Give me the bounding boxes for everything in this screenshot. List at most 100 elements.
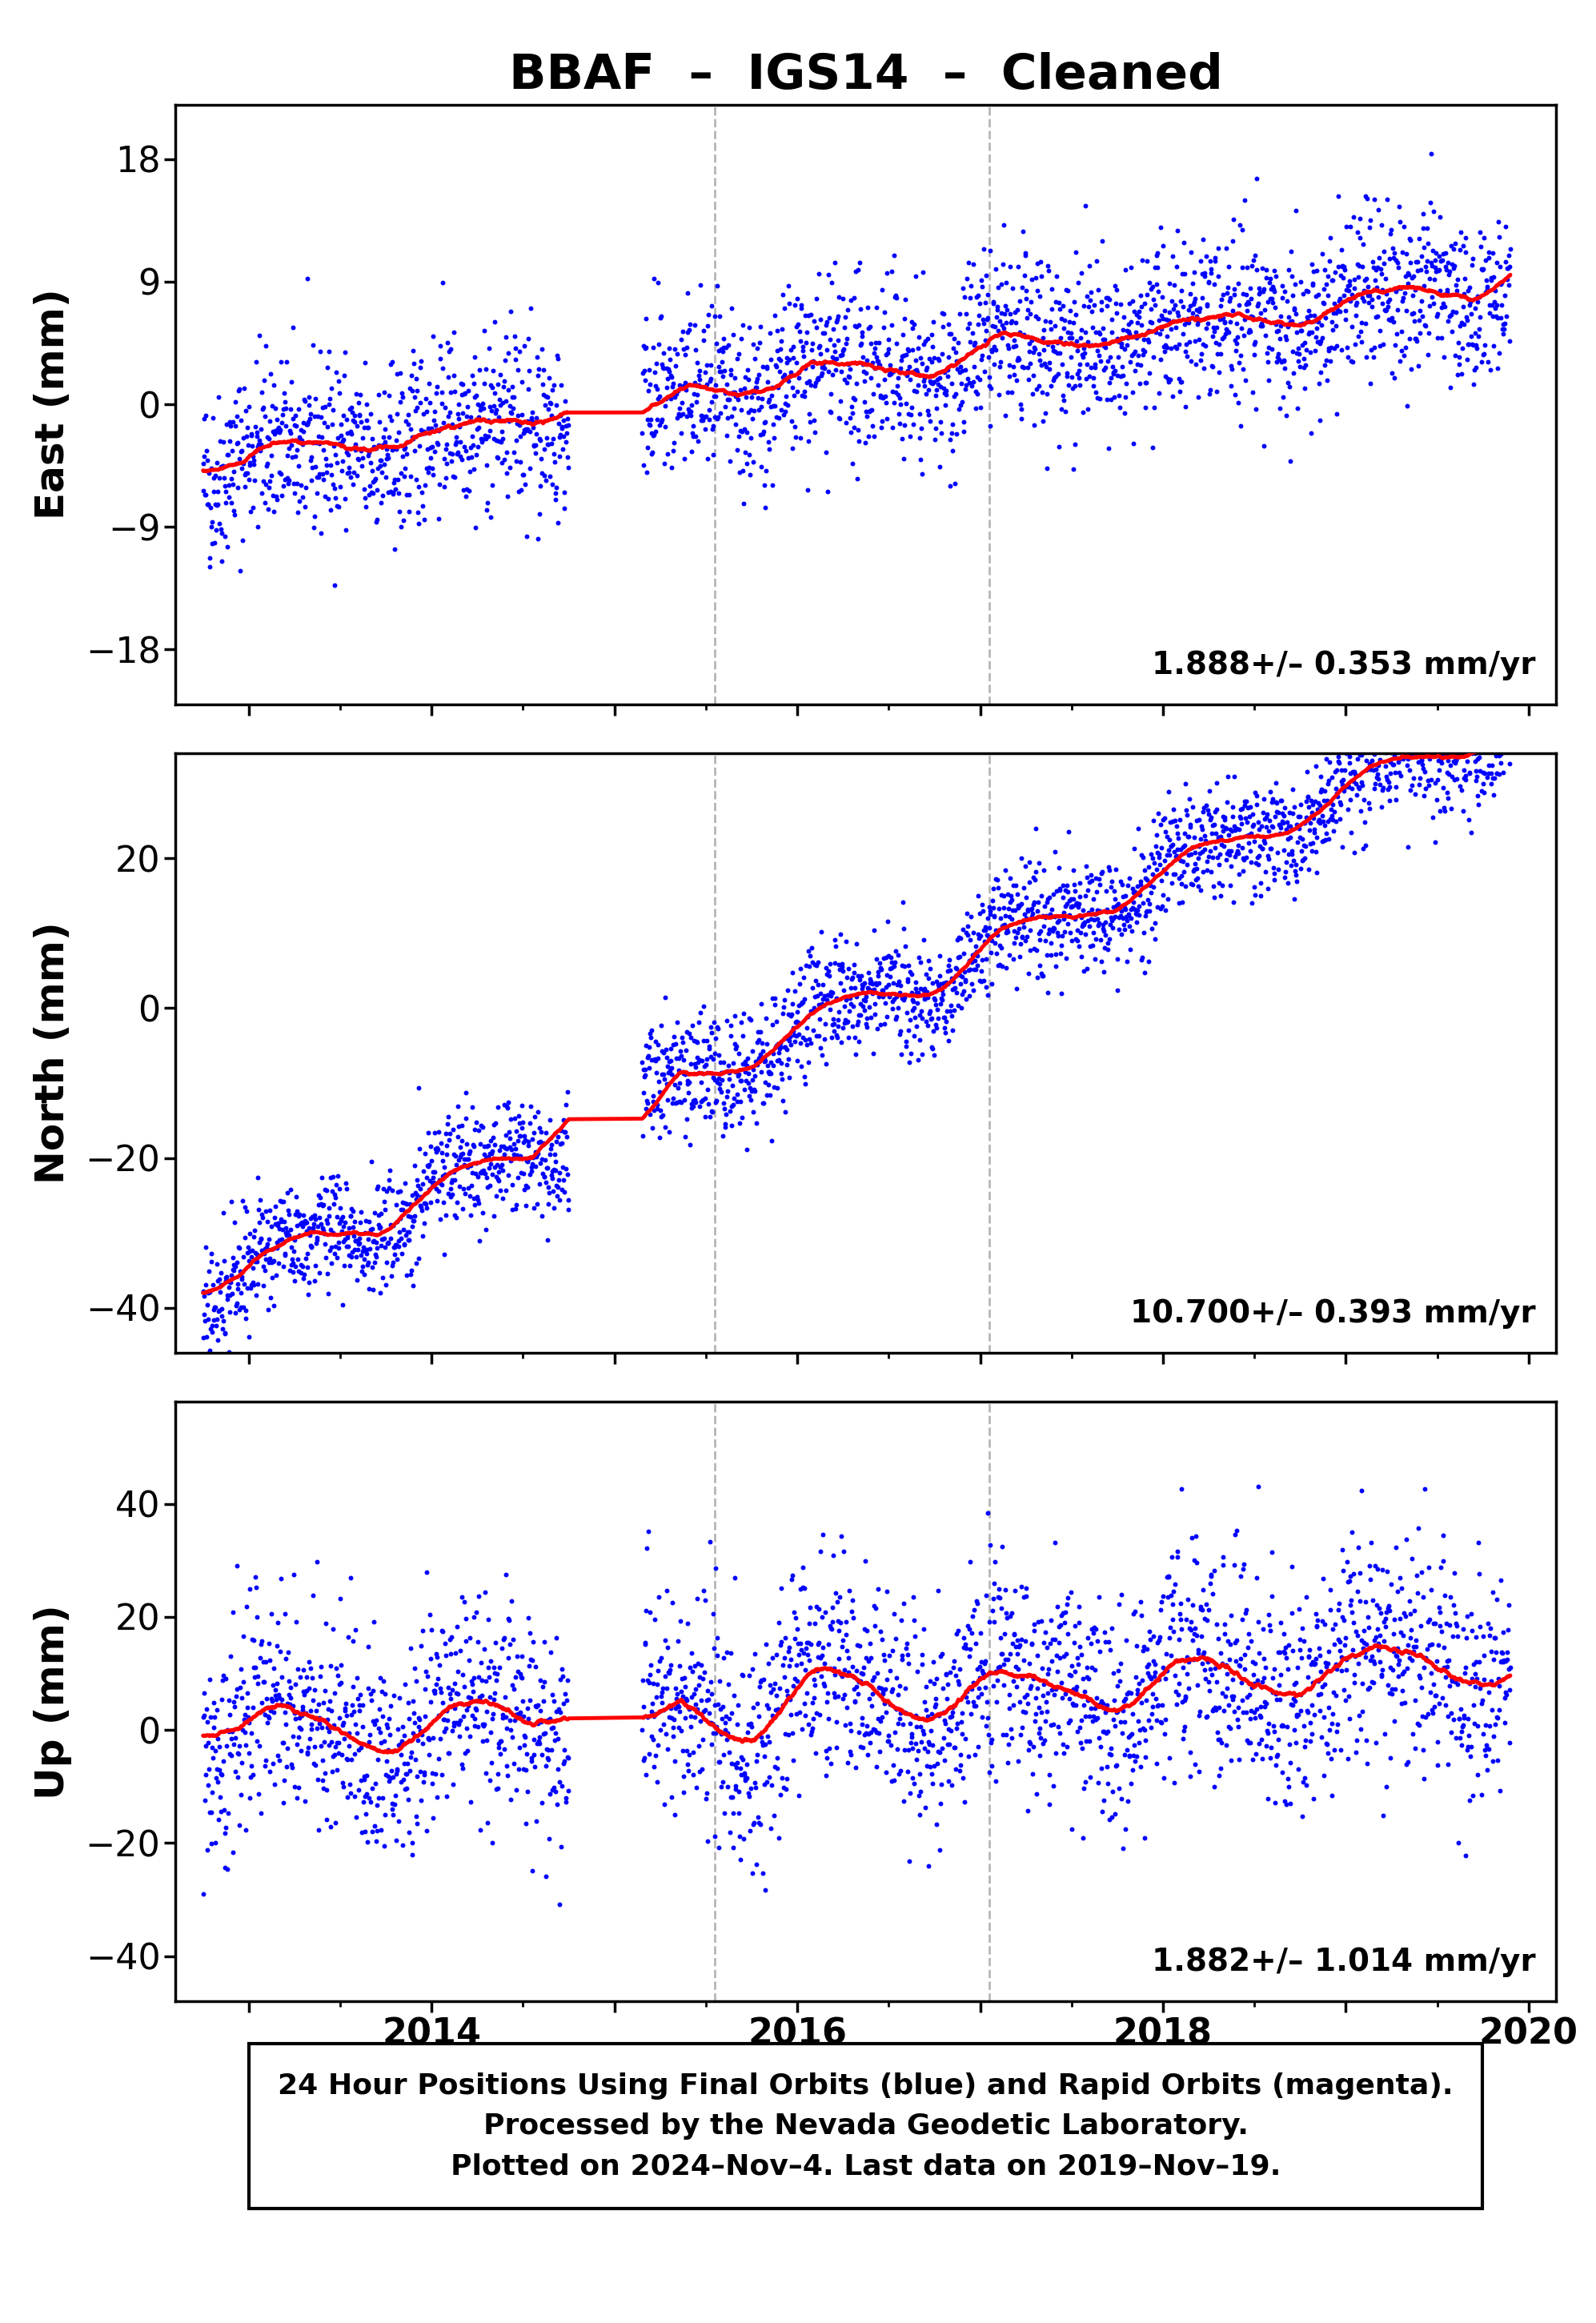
Point <box>776 1041 801 1078</box>
Point <box>358 1231 383 1268</box>
Point <box>1049 300 1074 337</box>
Point <box>1377 743 1403 781</box>
Point <box>1396 732 1422 769</box>
Point <box>755 423 780 460</box>
Point <box>217 423 243 460</box>
Point <box>1473 1707 1499 1745</box>
Point <box>1414 715 1440 753</box>
Point <box>231 1714 257 1752</box>
Point <box>1189 1645 1215 1682</box>
Point <box>1002 1614 1028 1652</box>
Point <box>1205 1619 1231 1656</box>
Point <box>1191 351 1216 388</box>
Point <box>910 455 935 492</box>
Point <box>1031 346 1057 383</box>
Point <box>1077 857 1103 894</box>
Point <box>996 374 1021 411</box>
Point <box>841 1670 867 1707</box>
Point <box>825 1001 851 1038</box>
Point <box>306 455 332 492</box>
Point <box>1384 274 1409 311</box>
Point <box>736 1064 761 1101</box>
Point <box>1387 1559 1412 1596</box>
Point <box>514 402 539 439</box>
Point <box>1232 783 1258 820</box>
Point <box>450 1749 476 1786</box>
Point <box>1430 769 1456 806</box>
Point <box>1082 920 1108 957</box>
Point <box>1369 272 1395 309</box>
Point <box>1270 832 1296 869</box>
Point <box>726 453 752 490</box>
Point <box>386 1726 412 1763</box>
Point <box>436 1735 461 1772</box>
Point <box>365 376 391 413</box>
Point <box>718 1008 744 1045</box>
Point <box>1404 1556 1430 1594</box>
Point <box>1254 794 1280 832</box>
Point <box>361 1271 386 1308</box>
Point <box>662 1670 688 1707</box>
Point <box>1187 1591 1213 1628</box>
Point <box>243 1659 268 1696</box>
Point <box>1226 1689 1251 1726</box>
Point <box>948 348 974 386</box>
Point <box>493 1698 519 1735</box>
Point <box>440 1707 466 1745</box>
Point <box>761 388 787 425</box>
Point <box>855 1642 881 1680</box>
Point <box>321 1185 346 1222</box>
Point <box>1013 1693 1039 1731</box>
Point <box>1050 866 1076 904</box>
Point <box>851 964 876 1001</box>
Point <box>905 1733 930 1770</box>
Point <box>270 1682 295 1719</box>
Point <box>1301 813 1326 850</box>
Point <box>991 906 1017 943</box>
Point <box>782 1017 808 1055</box>
Point <box>715 400 741 437</box>
Point <box>930 1693 956 1731</box>
Point <box>306 1700 332 1738</box>
Point <box>549 1828 575 1865</box>
Point <box>1457 755 1483 792</box>
Point <box>1472 1731 1497 1768</box>
Point <box>547 416 573 453</box>
Point <box>670 395 696 432</box>
Point <box>474 1693 500 1731</box>
Point <box>796 1043 822 1080</box>
Point <box>883 1001 908 1038</box>
Point <box>219 1712 244 1749</box>
Point <box>1408 237 1433 274</box>
Point <box>887 1015 913 1052</box>
Point <box>855 418 881 455</box>
Point <box>921 362 946 400</box>
Point <box>365 1168 391 1206</box>
Point <box>720 1066 745 1103</box>
Point <box>1023 297 1049 335</box>
Point <box>195 1336 220 1373</box>
Point <box>889 945 915 983</box>
Point <box>948 964 974 1001</box>
Point <box>255 1203 281 1240</box>
Point <box>804 360 830 397</box>
Point <box>477 1677 503 1714</box>
Point <box>675 1066 701 1103</box>
Point <box>824 1017 849 1055</box>
Point <box>1392 328 1417 365</box>
Point <box>1369 1652 1395 1689</box>
Point <box>211 1742 236 1779</box>
Point <box>251 1266 276 1303</box>
Point <box>983 913 1009 950</box>
Point <box>1162 267 1187 304</box>
Point <box>271 1724 297 1761</box>
Point <box>707 1691 733 1728</box>
Point <box>1487 713 1513 750</box>
Point <box>407 1700 433 1738</box>
Point <box>725 1076 750 1113</box>
Point <box>902 1617 927 1654</box>
Point <box>1200 318 1226 355</box>
Point <box>1034 883 1060 920</box>
Point <box>911 362 937 400</box>
Point <box>417 1162 442 1199</box>
